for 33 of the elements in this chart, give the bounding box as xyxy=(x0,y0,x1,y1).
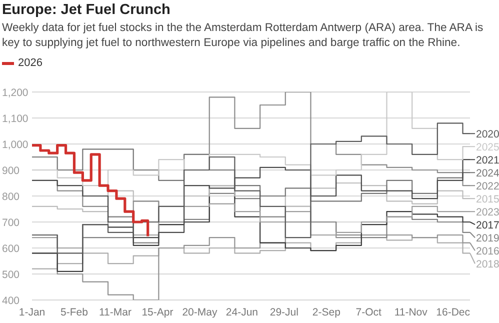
y-tick-label: 400 xyxy=(2,295,20,307)
legend-label: 2017 xyxy=(476,220,499,232)
legend-label: 2019 xyxy=(476,232,499,245)
chart-title: Europe: Jet Fuel Crunch xyxy=(1,1,172,18)
legend-label: 2020 xyxy=(476,128,499,141)
x-tick-label: 20-May xyxy=(182,306,218,318)
x-tick-label: 24-Jun xyxy=(226,306,258,318)
x-tick-label: 16-Dec xyxy=(436,306,470,318)
y-tick-label: 900 xyxy=(2,165,20,177)
x-tick-label: 1-Jan xyxy=(18,306,46,318)
x-tick-label: 2-Sep xyxy=(312,306,341,318)
legend-label: 2022 xyxy=(476,180,499,193)
y-tick-label: 700 xyxy=(2,217,20,229)
legend-label: 2026 xyxy=(17,56,42,70)
y-tick-label: 500 xyxy=(2,269,20,281)
x-tick-label: 29-Jul xyxy=(270,306,298,318)
y-tick-label: 1,000 xyxy=(2,139,28,151)
x-tick-label: 5-Feb xyxy=(60,306,88,318)
legend-label: 2021 xyxy=(476,154,499,167)
x-tick-label: 11-Nov xyxy=(394,306,428,318)
x-tick-label: 7-Oct xyxy=(356,306,382,318)
y-tick-label: 1,100 xyxy=(2,113,28,125)
legend-label: 2016 xyxy=(476,246,499,258)
x-tick-label: 11-Mar xyxy=(99,306,132,318)
legend-label: 2018 xyxy=(476,258,499,271)
y-tick-label: 1,200 xyxy=(2,87,28,99)
x-tick-label: 15-Apr xyxy=(142,306,174,318)
legend-label: 2024 xyxy=(476,168,499,180)
y-tick-label: 800 xyxy=(2,191,20,203)
legend-label: 2023 xyxy=(476,206,499,219)
chart-subtitle: Weekly data for jet fuel stocks in the the Amsterdam Rotterdam Antwerp (ARA) area. The ARA is key to supplying jet fuel to northwestern Europe via pipelines and barge traffic on the Rhine. xyxy=(1,21,484,51)
y-tick-label: 600 xyxy=(2,243,20,255)
legend-label: 2015 xyxy=(476,194,499,206)
